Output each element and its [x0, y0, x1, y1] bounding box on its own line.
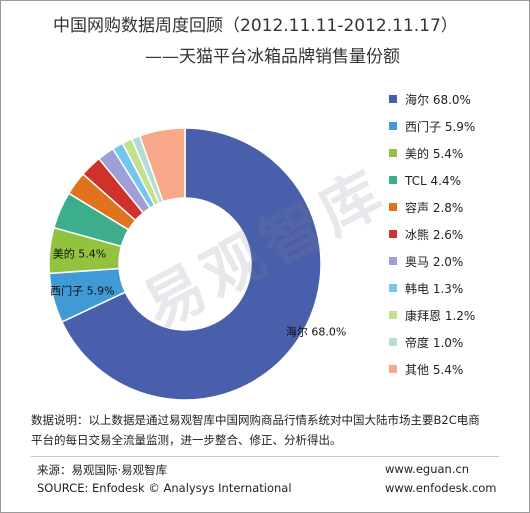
legend-swatch-1 — [389, 122, 397, 130]
slice-10 — [138, 127, 186, 203]
legend-swatch-2 — [389, 149, 397, 157]
donut-chart: 海尔 68.0% 西门子 5.9% 美的 5.4% 海尔 68.0% 西门子 5.9% 美… — [48, 92, 475, 401]
url-eguan: www.eguan.cn — [385, 462, 470, 476]
legend-label-2: 美的 5.4% — [405, 146, 463, 161]
data-note-line-2: 平台的每日交易全流量监测，进一步整合、修正、分析得出。 — [31, 433, 342, 447]
data-note: 数据说明：以上数据是通过易观智库中国网购商品行情系统对中国大陆市场主要B2C电商… — [31, 410, 511, 450]
legend-swatch-10 — [389, 365, 397, 373]
legend-label-6: 奥马 2.0% — [405, 255, 463, 269]
source-cn: 来源：易观国际·易观智库 — [37, 463, 168, 477]
legend-label-4: 容声 2.8% — [405, 200, 463, 215]
legend-swatch-8 — [389, 311, 397, 319]
legend-label-1: 西门子 5.9% — [405, 119, 475, 134]
slice-label-1: 西门子 5.9% — [50, 284, 114, 298]
url-enfodesk: www.enfodesk.com — [385, 481, 497, 495]
slice-label-2: 美的 5.4% — [53, 246, 106, 260]
legend-swatch-5 — [389, 230, 397, 238]
data-note-line-1: 数据说明：以上数据是通过易观智库中国网购商品行情系统对中国大陆市场主要B2C电商 — [31, 413, 480, 427]
legend-label-5: 冰熊 2.6% — [405, 227, 463, 242]
source-en: SOURCE: Enfodesk © Analysys Internationa… — [37, 481, 292, 495]
legend-label-0: 海尔 68.0% — [405, 92, 471, 107]
legend-label-7: 韩电 1.3% — [405, 281, 463, 296]
footer-divider — [31, 456, 499, 457]
slice-0 — [60, 127, 322, 401]
legend-label-9: 帝度 1.0% — [405, 335, 463, 350]
legend-label-10: 其他 5.4% — [405, 363, 463, 377]
legend-swatch-4 — [389, 203, 397, 211]
legend-swatch-7 — [389, 284, 397, 292]
chart-subtitle: ——天猫平台冰箱品牌销售量份额 — [145, 47, 400, 67]
legend-swatch-9 — [389, 338, 397, 346]
legend-swatch-6 — [389, 257, 397, 265]
legend-swatch-3 — [389, 176, 397, 184]
legend-swatch-0 — [389, 95, 397, 103]
chart-title: 中国网购数据周度回顾（2012.11.11-2012.11.17） — [53, 16, 458, 36]
slice-label-0: 海尔 68.0% — [286, 324, 346, 338]
legend-label-8: 康拜恩 1.2% — [405, 308, 475, 323]
legend-label-3: TCL 4.4% — [404, 174, 461, 188]
